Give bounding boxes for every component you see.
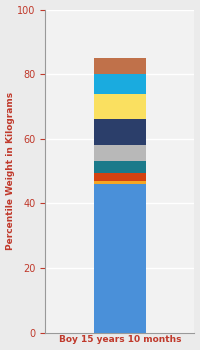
- Bar: [94, 161, 146, 173]
- Bar: [94, 58, 146, 74]
- Bar: [94, 184, 146, 332]
- Bar: [94, 74, 146, 93]
- Y-axis label: Percentile Weight in Kilograms: Percentile Weight in Kilograms: [6, 92, 15, 250]
- Bar: [94, 93, 146, 119]
- Bar: [94, 145, 146, 161]
- Bar: [94, 181, 146, 184]
- Bar: [94, 119, 146, 145]
- Bar: [94, 173, 146, 181]
